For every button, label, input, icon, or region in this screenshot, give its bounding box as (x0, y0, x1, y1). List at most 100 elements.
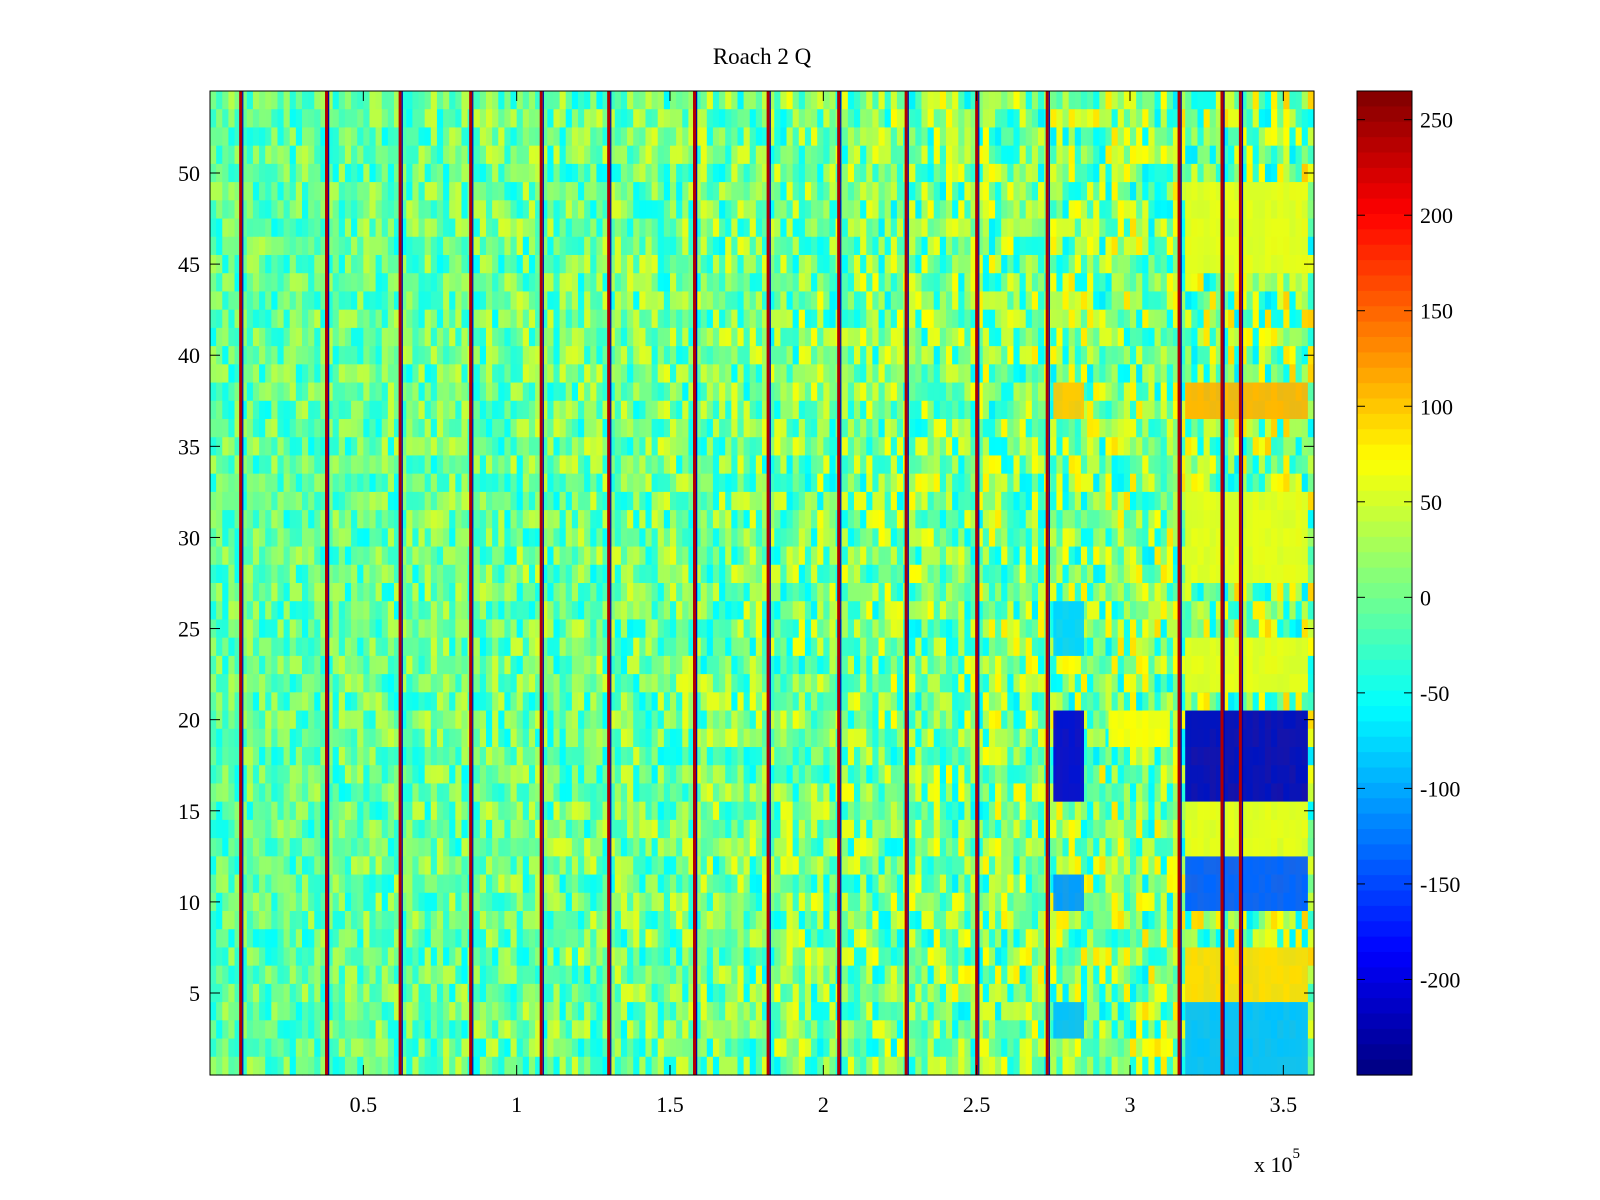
heatmap-cell (283, 200, 291, 220)
heatmap-cell (1007, 528, 1015, 548)
heatmap-cell (719, 127, 726, 147)
heatmap-cell (1283, 364, 1291, 384)
heatmap-cell (909, 382, 916, 402)
heatmap-cell (909, 491, 916, 511)
heatmap-cell (602, 583, 610, 602)
heatmap-cell (755, 400, 763, 420)
heatmap-cell (694, 528, 702, 548)
heatmap-cell (884, 309, 892, 329)
heatmap-cell (510, 346, 518, 365)
heatmap-cell (823, 309, 831, 329)
heatmap-cell (1148, 327, 1156, 347)
heatmap-cell (743, 419, 751, 438)
heatmap-cell (375, 91, 383, 110)
heatmap-cell (436, 382, 444, 402)
heatmap-cell (988, 382, 996, 402)
heatmap-cell (921, 218, 929, 238)
heatmap-cell (798, 491, 806, 511)
heatmap-cell (670, 510, 677, 529)
heatmap-cell (1074, 419, 1082, 438)
heatmap-cell (308, 400, 315, 420)
heatmap-cell (1111, 400, 1119, 420)
heatmap-cell (381, 218, 389, 238)
heatmap-cell (1307, 127, 1315, 147)
heatmap-cell (645, 91, 653, 110)
heatmap-cell (283, 455, 291, 475)
heatmap-cell (240, 163, 248, 183)
heatmap-cell (1038, 91, 1045, 110)
heatmap-cell (731, 327, 739, 347)
heatmap-cell (768, 291, 775, 311)
heatmap-cell (712, 91, 720, 110)
heatmap-cell (473, 163, 481, 183)
heatmap-cell (424, 583, 432, 602)
heatmap-cell (841, 255, 849, 274)
heatmap-cell (1001, 309, 1008, 329)
heatmap-cell (492, 273, 499, 293)
heatmap-cell (1203, 145, 1211, 165)
heatmap-cell (1234, 346, 1241, 365)
heatmap-cell (234, 364, 242, 384)
heatmap-cell (332, 236, 340, 256)
heatmap-cell (443, 400, 450, 420)
heatmap-cell (786, 182, 794, 201)
heatmap-cell (332, 583, 340, 602)
heatmap-cell (1283, 163, 1291, 183)
heatmap-cell (418, 200, 426, 220)
heatmap-cell (1172, 109, 1180, 129)
heatmap-cell (817, 583, 824, 602)
heatmap-cell (461, 291, 469, 311)
heatmap-cell (933, 273, 941, 293)
heatmap-cell (400, 327, 407, 347)
heatmap-cell (614, 200, 622, 220)
heatmap-cell (663, 419, 671, 438)
heatmap-cell (1013, 255, 1021, 274)
heatmap-cell (1142, 491, 1149, 511)
heatmap-cell (896, 419, 904, 438)
heatmap-cell (712, 455, 720, 475)
heatmap-cell (608, 346, 616, 365)
heatmap-cell (436, 309, 444, 329)
heatmap-cell (1019, 327, 1027, 347)
heatmap-cell (706, 346, 714, 365)
heatmap-cell (1271, 163, 1278, 183)
heatmap-cell (811, 583, 818, 602)
heatmap-cell (1099, 236, 1107, 256)
heatmap-cell (976, 583, 984, 602)
heatmap-cell (228, 200, 236, 220)
heatmap-cell (375, 382, 383, 402)
heatmap-cell (1191, 273, 1199, 293)
heatmap-cell (424, 145, 432, 165)
heatmap-cell (246, 346, 254, 365)
heatmap-cell (222, 273, 229, 293)
heatmap-cell (443, 455, 450, 475)
heatmap-cell (424, 255, 432, 274)
heatmap-cell (663, 163, 671, 183)
heatmap-cell (424, 473, 432, 493)
heatmap-cell (872, 473, 880, 493)
heatmap-cell (755, 163, 763, 183)
heatmap-cell (884, 528, 892, 548)
heatmap-cell (737, 546, 745, 566)
heatmap-cell (504, 109, 512, 129)
heatmap-cell (302, 382, 309, 402)
heatmap-cell (1307, 218, 1315, 238)
heatmap-cell (970, 91, 978, 110)
heatmap-cell (878, 546, 886, 566)
heatmap-cell (1013, 327, 1021, 347)
heatmap-cell (234, 200, 242, 220)
heatmap-cell (823, 109, 831, 129)
heatmap-cell (817, 273, 824, 293)
heatmap-cell (246, 273, 254, 293)
heatmap-cell (1025, 109, 1033, 129)
heatmap-cell (829, 382, 837, 402)
heatmap-cell (522, 455, 530, 475)
heatmap-cell (860, 127, 867, 147)
heatmap-cell (970, 182, 978, 201)
heatmap-cell (559, 291, 567, 311)
heatmap-cell (1001, 218, 1008, 238)
heatmap-cell (780, 583, 788, 602)
heatmap-cell (608, 91, 616, 110)
heatmap-cell (240, 200, 248, 220)
heatmap-cell (1289, 109, 1297, 129)
